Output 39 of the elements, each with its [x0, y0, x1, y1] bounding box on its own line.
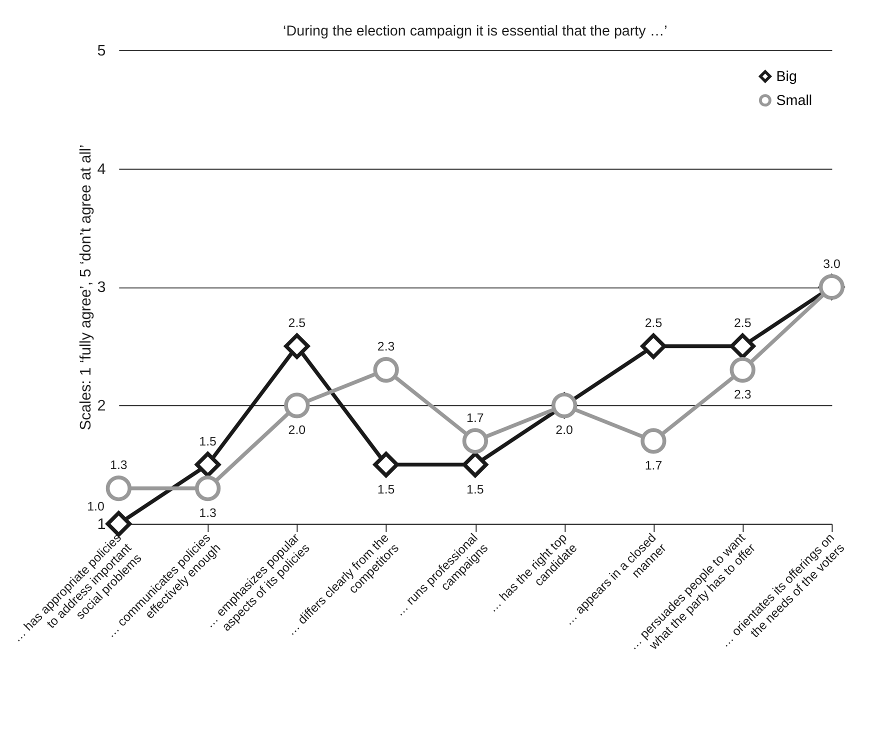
data-label: 2.5 — [734, 316, 752, 330]
point — [106, 476, 132, 502]
data-label: 1.5 — [377, 482, 395, 496]
point — [284, 333, 310, 360]
data-label: 1.7 — [466, 410, 484, 425]
point — [462, 428, 488, 454]
legend-label: Small — [776, 93, 812, 110]
chart-title: ‘During the election campaign it is essential that the party …’ — [283, 24, 668, 40]
data-label: 1.3 — [110, 458, 128, 472]
data-label: 1.7 — [644, 458, 662, 473]
y-tick-label: 4 — [97, 160, 106, 178]
data-label: 1.5 — [199, 434, 217, 448]
y-tick-label: 2 — [97, 398, 106, 415]
y-tick-label: 3 — [97, 279, 106, 296]
legend-label: Big — [776, 69, 797, 86]
point — [640, 333, 666, 360]
point — [106, 511, 132, 537]
point — [640, 428, 666, 454]
data-label: 2.0 — [288, 423, 306, 438]
data-label: 2.3 — [734, 388, 752, 402]
point — [194, 476, 221, 502]
point — [373, 452, 399, 478]
data-label: 2.0 — [556, 423, 574, 438]
data-label: 2.3 — [377, 340, 395, 354]
point — [730, 333, 756, 360]
data-label: 3.0 — [823, 256, 840, 271]
point — [194, 452, 221, 478]
data-label: 2.5 — [644, 316, 662, 330]
point — [373, 357, 399, 383]
point — [284, 392, 310, 418]
data-label: 1.5 — [466, 482, 484, 496]
data-label: 1.0 — [87, 499, 104, 514]
y-axis-title: Scales: 1 ‘fully agree’, 5 ‘don’t agree at all’ — [78, 144, 95, 430]
data-label: 2.5 — [288, 316, 306, 330]
point — [730, 357, 756, 383]
point — [462, 452, 488, 478]
y-tick-label: 1 — [97, 516, 106, 534]
data-label: 1.3 — [199, 506, 217, 520]
y-tick-label: 5 — [97, 42, 106, 60]
